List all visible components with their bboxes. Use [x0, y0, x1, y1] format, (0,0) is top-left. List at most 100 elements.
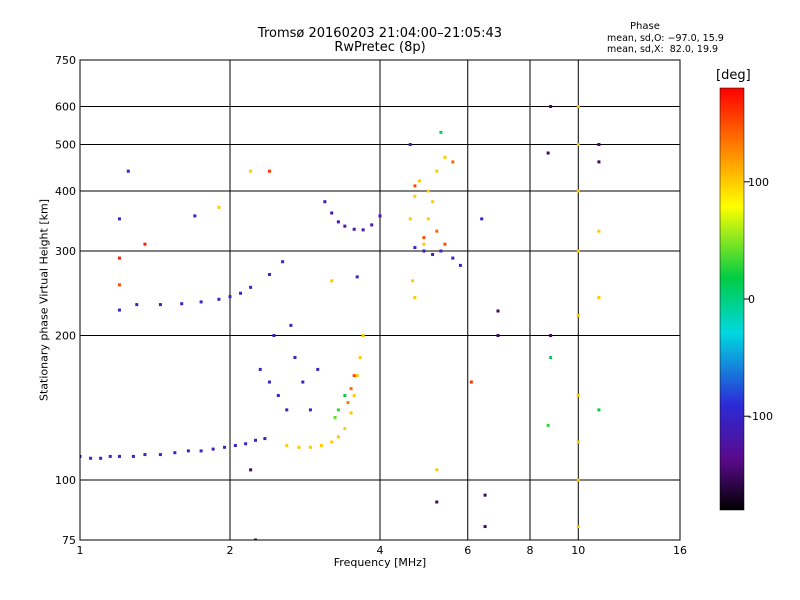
y-tick-label: 75 — [62, 534, 76, 547]
y-axis-label: Stationary phase Virtual Height [km] — [37, 198, 51, 402]
data-point — [358, 355, 362, 359]
data-point — [117, 217, 121, 221]
data-point — [343, 427, 347, 431]
data-point — [330, 440, 334, 444]
data-point — [285, 444, 289, 448]
data-point — [267, 380, 271, 384]
data-point — [316, 367, 320, 371]
phase-heading: Phase — [630, 21, 660, 32]
data-point — [186, 449, 190, 453]
data-point — [426, 217, 430, 221]
data-point — [253, 538, 257, 540]
data-point — [289, 323, 293, 327]
data-point — [370, 223, 374, 227]
data-point — [343, 224, 347, 228]
data-point — [158, 453, 162, 457]
x-tick-label: 4 — [377, 544, 384, 557]
data-point — [352, 374, 356, 378]
data-point — [546, 151, 550, 155]
data-point — [346, 401, 350, 405]
data-point — [117, 308, 121, 312]
data-point — [293, 355, 297, 359]
colorbar-tick-label: -100 — [748, 410, 773, 423]
data-point — [336, 220, 340, 224]
data-point — [131, 454, 135, 458]
plot-points — [80, 105, 601, 540]
data-point — [249, 468, 253, 472]
data-point — [483, 525, 487, 529]
data-point — [308, 445, 312, 449]
data-point — [349, 387, 353, 391]
x-tick-label: 2 — [227, 544, 234, 557]
data-point — [336, 435, 340, 439]
colorbar-tick-label: 0 — [748, 293, 755, 306]
data-point — [285, 408, 289, 412]
data-point — [333, 415, 337, 419]
phase-o-stats: mean, sd,O: −97.0, 15.9 — [607, 33, 724, 44]
data-point — [576, 478, 580, 482]
x-axis-label: Frequency [MHz] — [333, 556, 427, 569]
data-point — [451, 256, 455, 260]
chart-title-line2: RwPretec (8p) — [334, 40, 426, 55]
data-point — [281, 260, 285, 264]
data-point — [422, 249, 426, 253]
data-point — [413, 296, 417, 300]
plot-grid — [80, 60, 680, 540]
x-tick-label: 6 — [464, 544, 471, 557]
data-point — [330, 211, 334, 215]
y-tick-label: 600 — [55, 101, 76, 114]
data-point — [143, 242, 147, 246]
data-point — [249, 169, 253, 173]
data-point — [411, 279, 415, 283]
colorbar-unit-label: [deg] — [716, 68, 751, 83]
data-point — [244, 442, 248, 446]
data-point — [576, 249, 580, 253]
data-point — [597, 408, 601, 412]
data-point — [297, 445, 301, 449]
data-point — [108, 454, 112, 458]
data-point — [576, 189, 580, 193]
data-point — [378, 214, 382, 218]
data-point — [319, 444, 323, 448]
data-point — [336, 408, 340, 412]
colorbar-ticks: 100 0 -100 — [744, 176, 773, 423]
data-point — [549, 105, 553, 109]
data-point — [173, 451, 177, 455]
data-point — [180, 302, 184, 306]
data-point — [413, 194, 417, 198]
data-point — [272, 334, 276, 338]
data-point — [422, 236, 426, 240]
data-point — [431, 253, 435, 257]
data-point — [496, 309, 500, 313]
data-point — [435, 229, 439, 233]
data-point — [597, 296, 601, 300]
data-point — [267, 169, 271, 173]
data-point — [480, 217, 484, 221]
data-point — [263, 437, 267, 441]
phase-x-stats: mean, sd,X: 82.0, 19.9 — [607, 44, 719, 55]
data-point — [308, 408, 312, 412]
data-point — [117, 256, 121, 260]
plot-frame — [79, 59, 681, 541]
data-point — [301, 380, 305, 384]
data-point — [483, 493, 487, 497]
x-tick-label: 1 — [77, 544, 84, 557]
data-point — [352, 394, 356, 398]
data-point — [408, 217, 412, 221]
data-point — [228, 295, 232, 299]
data-point — [443, 242, 447, 246]
data-point — [349, 411, 353, 415]
data-point — [217, 297, 221, 301]
data-point — [469, 380, 473, 384]
data-point — [426, 189, 430, 193]
data-point — [443, 155, 447, 159]
data-point — [211, 447, 215, 451]
data-point — [352, 227, 356, 231]
y-tick-label: 200 — [55, 330, 76, 343]
data-point — [576, 105, 580, 109]
data-point — [576, 314, 580, 318]
data-point — [435, 468, 439, 472]
data-point — [408, 143, 412, 147]
data-point — [597, 229, 601, 233]
